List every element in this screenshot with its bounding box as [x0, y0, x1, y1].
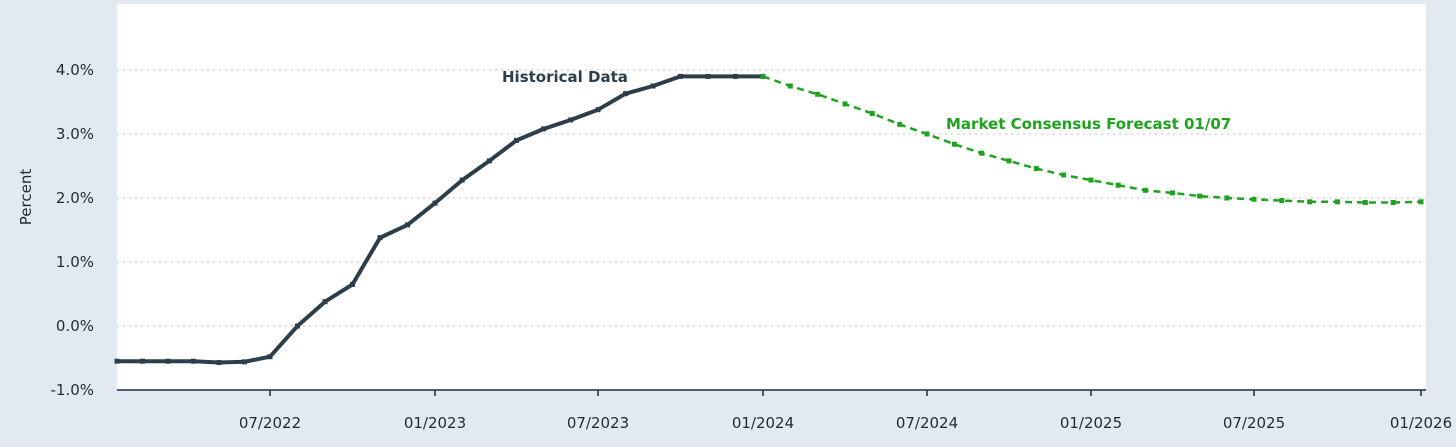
data-point — [705, 73, 711, 79]
data-point — [1251, 196, 1257, 202]
data-point — [1279, 198, 1285, 204]
data-point — [787, 83, 793, 89]
data-point — [568, 117, 574, 123]
data-point — [459, 177, 465, 183]
labels: Historical Data Market Consensus Forecast… — [502, 68, 1231, 133]
data-point — [432, 200, 438, 206]
data-point — [350, 281, 355, 287]
data-point — [1335, 199, 1340, 205]
x-tick-label: 07/2024 — [896, 414, 958, 432]
data-point — [1390, 199, 1396, 205]
data-point — [897, 121, 903, 127]
y-axis-title: Percent — [17, 169, 35, 226]
data-point — [1088, 177, 1094, 183]
data-point — [191, 358, 196, 364]
historical-data-label: Historical Data — [502, 68, 628, 86]
x-tick-label: 01/2026 — [1390, 414, 1452, 432]
y-tick-label: 0.0% — [56, 317, 94, 335]
y-tick-label: 4.0% — [56, 61, 94, 79]
data-point — [377, 235, 383, 241]
x-tick-label: 01/2025 — [1060, 414, 1122, 432]
data-point — [541, 126, 547, 132]
data-point — [114, 358, 120, 364]
data-point — [595, 107, 601, 113]
data-point — [760, 73, 766, 79]
data-point — [924, 131, 930, 137]
data-point — [1142, 187, 1148, 193]
axes: 4.0% 3.0% 2.0% 1.0% 0.0% -1.0% 07/2022 01/2023 0… — [17, 61, 1452, 432]
data-point — [1197, 193, 1203, 199]
data-point — [267, 354, 273, 360]
data-point — [1006, 158, 1012, 164]
x-tick-label: 07/2025 — [1223, 414, 1285, 432]
data-point — [951, 141, 957, 147]
data-point — [1170, 190, 1175, 196]
x-tick-label: 07/2023 — [567, 414, 629, 432]
forecast-label: Market Consensus Forecast 01/07 — [946, 115, 1231, 133]
data-point — [295, 323, 300, 329]
data-point — [165, 358, 171, 364]
data-point — [623, 91, 628, 97]
y-tick-label: 2.0% — [56, 189, 94, 207]
data-point — [979, 150, 985, 156]
data-point — [650, 83, 656, 89]
data-point — [1362, 199, 1368, 205]
data-point — [216, 359, 222, 365]
data-point — [242, 359, 247, 365]
data-point — [1061, 172, 1067, 178]
x-tick-label: 01/2023 — [404, 414, 466, 432]
data-point — [1224, 195, 1230, 201]
data-point — [842, 101, 848, 107]
data-point — [1033, 166, 1039, 172]
data-point — [140, 358, 145, 364]
data-point — [869, 111, 875, 117]
data-point — [486, 158, 492, 164]
data-point — [1418, 199, 1424, 205]
data-point — [815, 91, 821, 97]
series — [114, 73, 1424, 365]
data-point — [1307, 199, 1313, 205]
x-tick-label: 01/2024 — [732, 414, 794, 432]
y-tick-label: -1.0% — [50, 381, 94, 399]
x-tick-label: 07/2022 — [239, 414, 301, 432]
data-point — [405, 222, 410, 228]
y-tick-label: 3.0% — [56, 125, 94, 143]
data-point — [1115, 182, 1121, 188]
data-point — [678, 73, 683, 79]
data-point — [514, 137, 519, 143]
y-tick-label: 1.0% — [56, 253, 94, 271]
data-point — [733, 73, 738, 79]
data-point — [322, 299, 328, 305]
